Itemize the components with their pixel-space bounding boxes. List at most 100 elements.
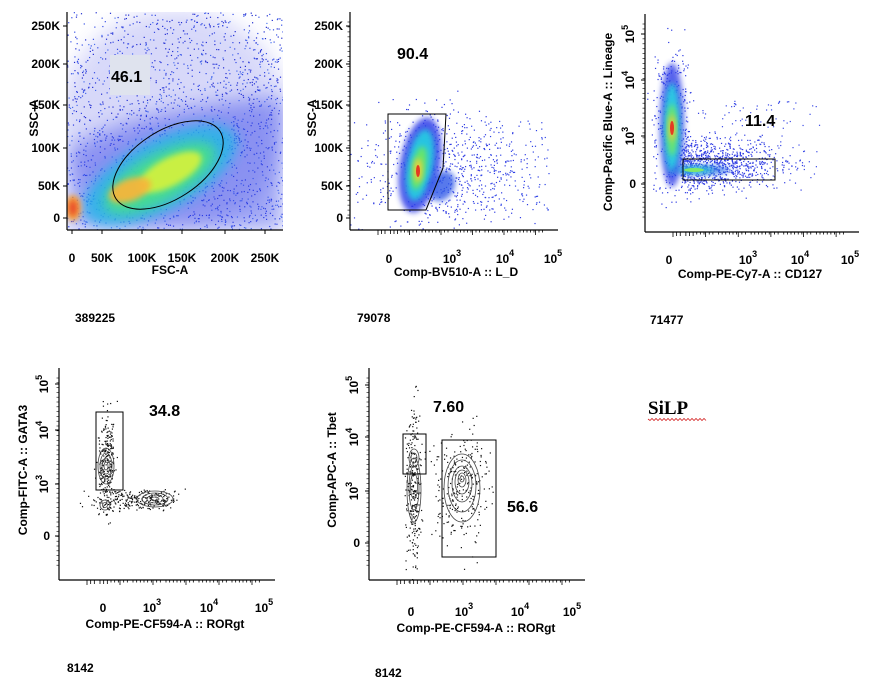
x-tick-label: 103	[739, 249, 757, 267]
x-tick-label: 250K	[251, 251, 280, 265]
event-dot	[485, 165, 487, 167]
event-dot	[384, 120, 386, 122]
event-dot	[682, 63, 684, 65]
event-dot	[396, 162, 399, 164]
event-count-3: 71477	[650, 313, 684, 327]
event-dot	[112, 510, 114, 512]
event-dot	[761, 141, 763, 144]
event-dot	[101, 483, 103, 486]
event-dot	[687, 163, 689, 165]
event-dot	[436, 210, 439, 212]
event-dot	[760, 143, 762, 146]
event-dot	[659, 75, 661, 77]
event-dot	[724, 137, 726, 139]
event-dot	[691, 160, 693, 162]
event-dot	[714, 131, 716, 133]
event-dot	[541, 122, 543, 124]
event-dot	[430, 116, 432, 118]
event-dot	[271, 19, 273, 22]
event-dot	[361, 147, 363, 149]
event-dot	[684, 143, 686, 145]
event-dot	[95, 12, 97, 14]
event-dot	[486, 145, 488, 147]
event-dot	[106, 470, 109, 472]
event-dot	[422, 228, 424, 230]
event-dot	[114, 17, 116, 19]
event-dot	[700, 140, 702, 142]
event-dot	[725, 174, 728, 176]
event-dot	[692, 162, 695, 165]
event-dot	[116, 498, 118, 501]
event-dot	[684, 192, 687, 194]
event-dot	[497, 147, 499, 149]
event-dot	[765, 184, 768, 187]
event-dot	[745, 168, 747, 170]
event-dot	[534, 166, 536, 168]
event-dot	[442, 152, 444, 155]
event-dot	[536, 202, 538, 204]
event-dot	[452, 191, 454, 193]
event-dot	[763, 142, 765, 144]
event-dot	[105, 490, 107, 492]
event-dot	[105, 440, 107, 442]
event-dot	[699, 181, 702, 183]
event-dot	[709, 188, 711, 190]
event-dot	[204, 12, 206, 15]
contour-rorgt	[99, 490, 174, 511]
event-dot	[740, 162, 742, 164]
event-dot	[442, 128, 444, 130]
event-dot	[110, 465, 112, 468]
event-dot	[684, 132, 686, 134]
event-dot	[382, 174, 384, 177]
event-dot	[734, 103, 737, 105]
event-dot	[162, 505, 164, 507]
event-dot	[654, 56, 656, 58]
event-dot	[537, 156, 539, 158]
event-dot	[125, 17, 127, 20]
event-dot	[127, 506, 129, 508]
event-dot	[454, 211, 456, 213]
event-dot	[521, 176, 523, 178]
event-dot	[391, 174, 393, 177]
event-dot	[385, 138, 387, 140]
event-dot	[115, 492, 117, 495]
event-dot	[448, 213, 450, 215]
event-dot	[548, 173, 550, 175]
event-dot	[768, 155, 771, 157]
event-dot	[480, 184, 483, 186]
event-dot	[486, 144, 489, 147]
event-dot	[451, 103, 453, 105]
event-dot	[478, 166, 481, 168]
event-dot	[687, 136, 689, 138]
event-dot	[680, 175, 682, 177]
event-dot	[530, 177, 532, 179]
event-dot	[478, 185, 480, 187]
event-dot	[745, 150, 748, 152]
event-dot	[483, 191, 485, 193]
event-dot	[547, 209, 549, 211]
event-dot	[739, 158, 742, 161]
event-dot	[107, 445, 109, 448]
event-dot	[162, 504, 164, 506]
y-tick-label: 50K	[38, 179, 60, 193]
event-dot	[142, 506, 144, 509]
event-dot	[112, 440, 114, 442]
event-dot	[743, 172, 746, 174]
event-dot	[515, 154, 517, 156]
event-dot	[106, 501, 108, 503]
event-dot	[495, 181, 498, 184]
event-dot	[659, 188, 661, 190]
event-dot	[149, 508, 151, 511]
event-dot	[509, 171, 511, 174]
event-dot	[276, 61, 278, 63]
event-dot	[371, 162, 373, 164]
event-dot	[541, 144, 543, 146]
event-dot	[158, 503, 160, 505]
event-dot	[106, 434, 108, 437]
event-dot	[465, 113, 467, 115]
event-count-2: 79078	[357, 311, 391, 325]
event-dot	[711, 184, 713, 186]
event-dot	[373, 177, 375, 179]
event-dot	[772, 184, 774, 186]
event-dot	[365, 194, 368, 196]
